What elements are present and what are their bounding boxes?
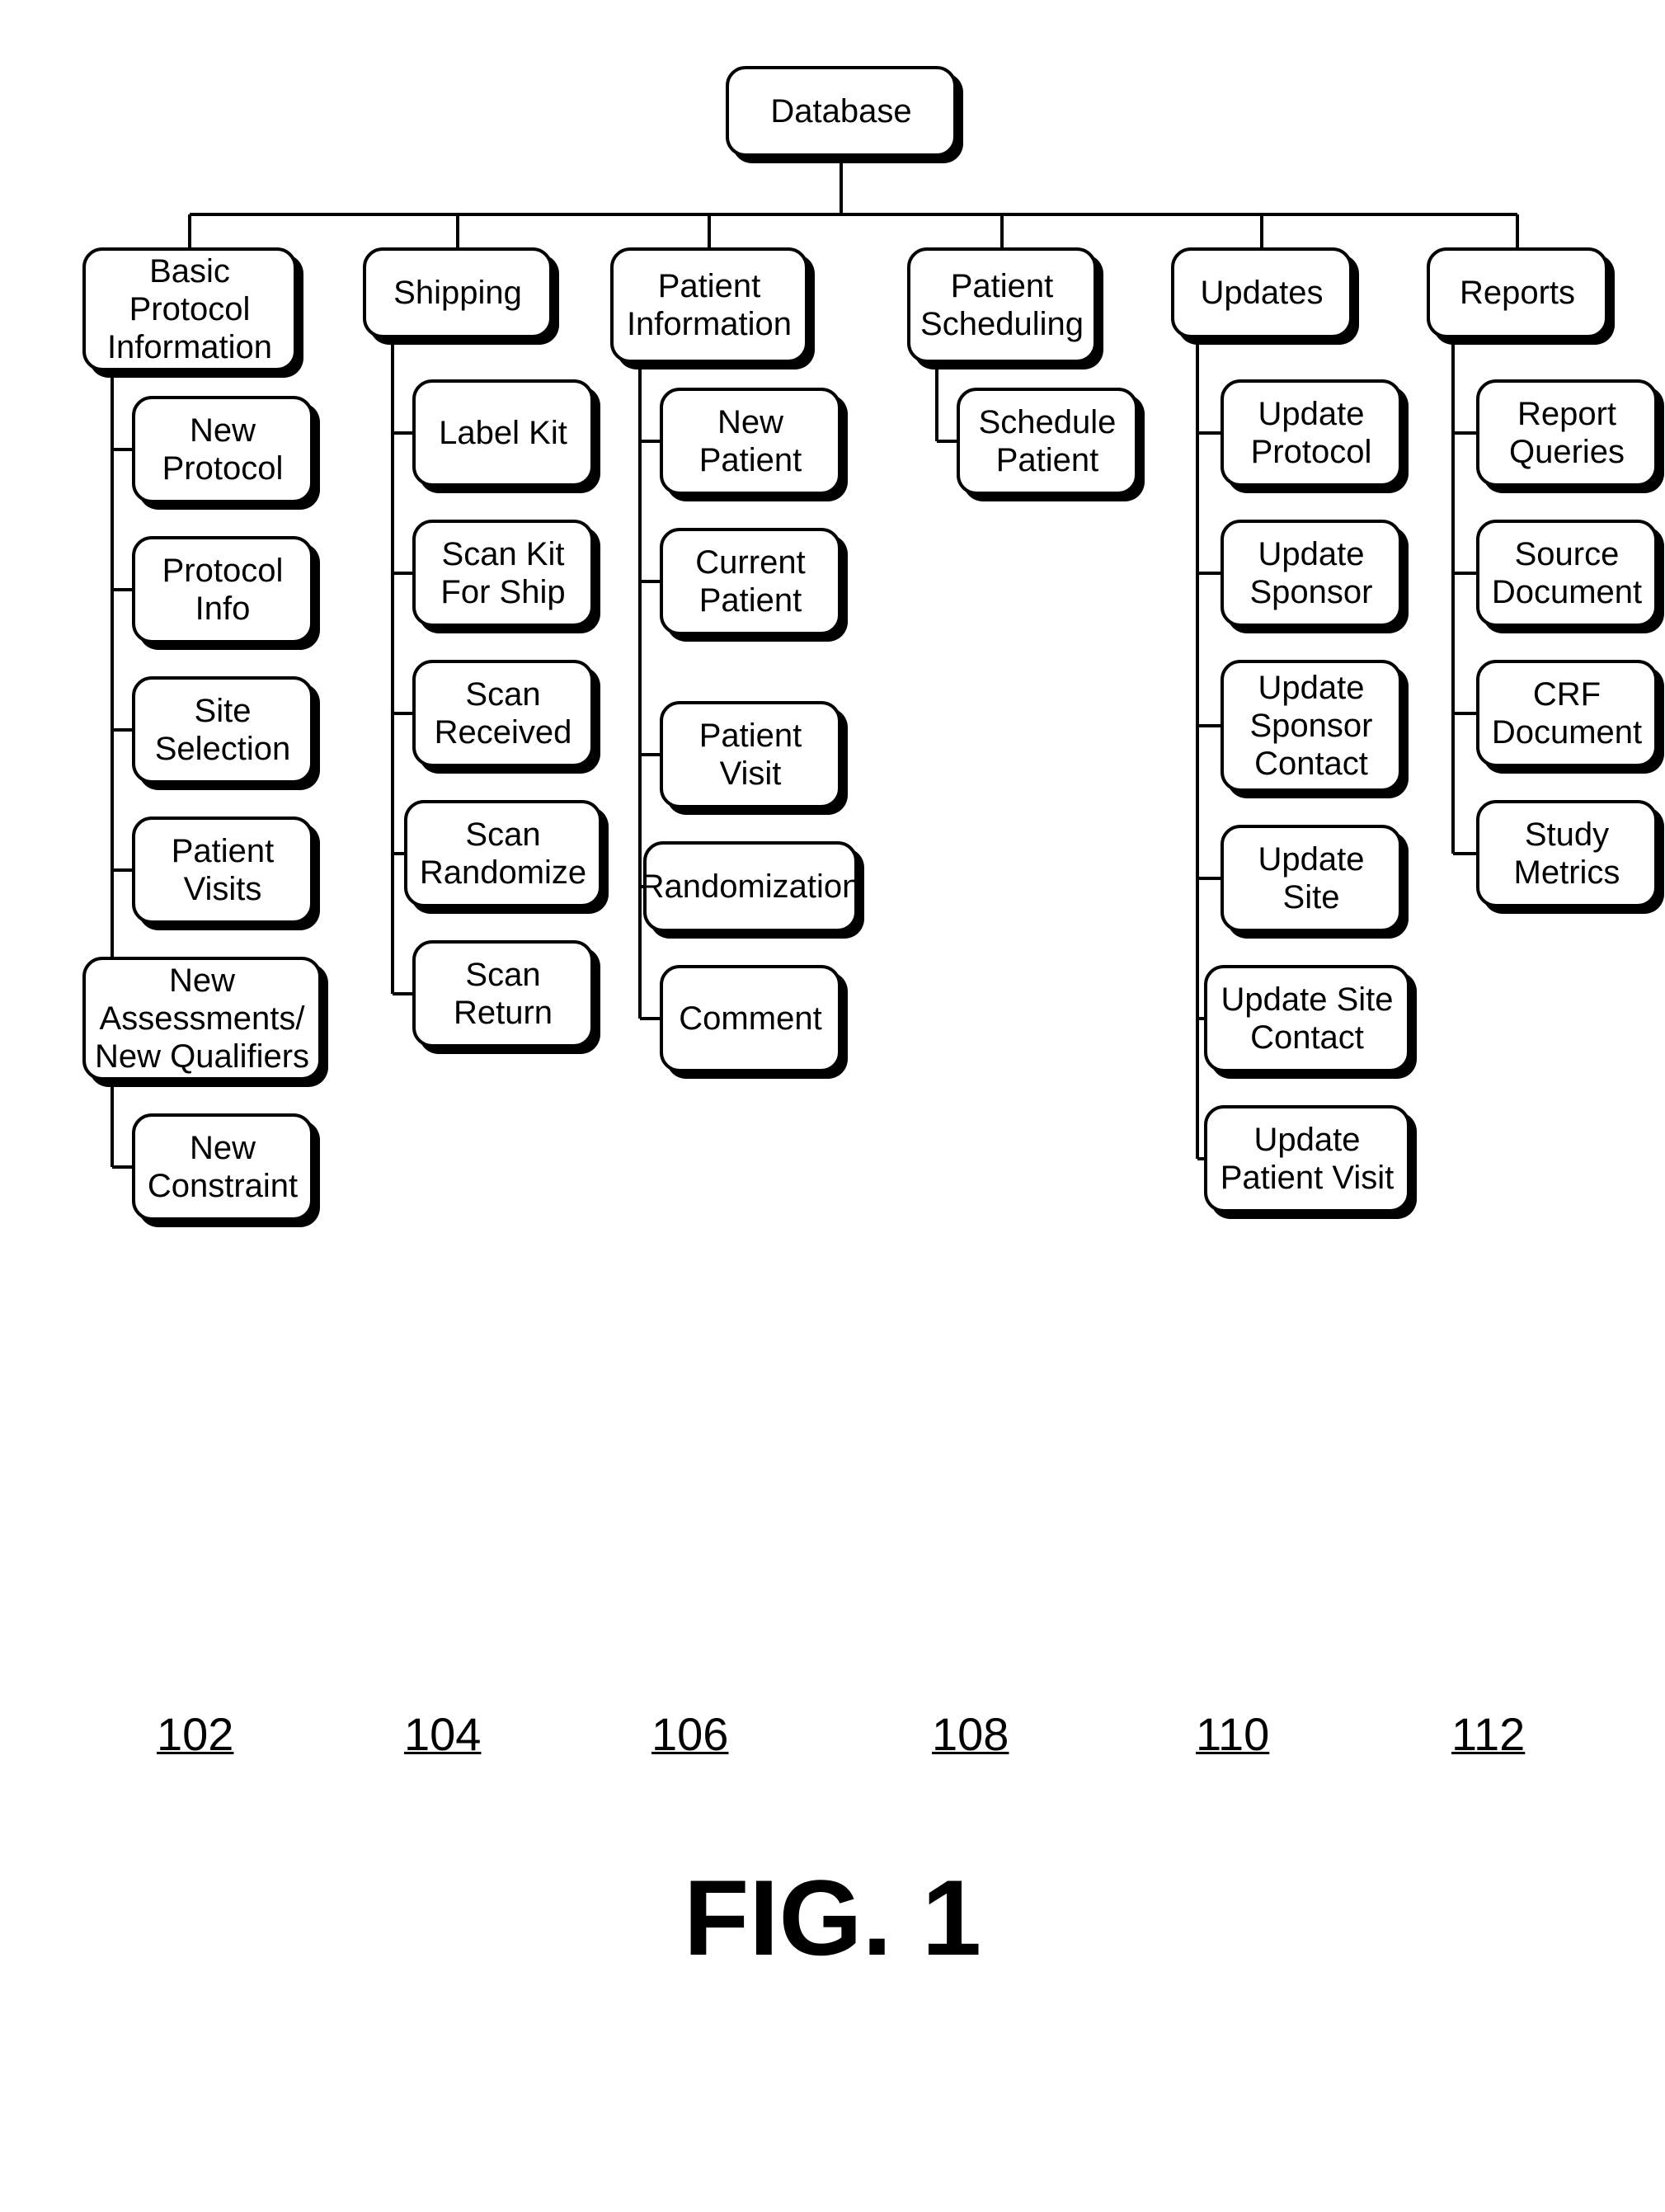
child-node-4-1: Update Sponsor: [1221, 520, 1402, 627]
child-node-1-0: Label Kit: [412, 379, 594, 487]
column-header-5: Reports: [1427, 247, 1608, 338]
ref-number-112: 112: [1451, 1707, 1525, 1761]
child-node-4-0: Update Protocol: [1221, 379, 1402, 487]
child-node-5-2: CRF Document: [1476, 660, 1658, 767]
ref-number-110: 110: [1196, 1707, 1269, 1761]
child-node-1-4: Scan Return: [412, 940, 594, 1047]
ref-number-102: 102: [157, 1707, 233, 1761]
child-node-3-0: Schedule Patient: [957, 388, 1138, 495]
ref-number-106: 106: [651, 1707, 728, 1761]
ref-number-104: 104: [404, 1707, 481, 1761]
child-node-1-1: Scan Kit For Ship: [412, 520, 594, 627]
child-node-0-5: New Constraint: [132, 1113, 313, 1221]
child-node-5-1: Source Document: [1476, 520, 1658, 627]
figure-label: FIG. 1: [684, 1856, 981, 1979]
child-node-4-5: Update Patient Visit: [1204, 1105, 1410, 1212]
ref-number-108: 108: [932, 1707, 1009, 1761]
child-node-1-2: Scan Received: [412, 660, 594, 767]
child-node-0-4: New Assessments/ New Qualifiers: [82, 957, 322, 1080]
child-node-5-0: Report Queries: [1476, 379, 1658, 487]
child-node-2-1: Current Patient: [660, 528, 841, 635]
child-node-4-3: Update Site: [1221, 825, 1402, 932]
child-node-0-0: New Protocol: [132, 396, 313, 503]
root-node: Database: [726, 66, 957, 157]
column-header-2: Patient Information: [610, 247, 808, 363]
column-header-1: Shipping: [363, 247, 553, 338]
column-header-3: Patient Scheduling: [907, 247, 1097, 363]
child-node-4-4: Update Site Contact: [1204, 965, 1410, 1072]
child-node-0-1: Protocol Info: [132, 536, 313, 643]
child-node-0-3: Patient Visits: [132, 817, 313, 924]
child-node-2-0: New Patient: [660, 388, 841, 495]
column-header-0: Basic Protocol Information: [82, 247, 297, 371]
child-node-2-3: Randomization: [643, 841, 858, 932]
child-node-5-3: Study Metrics: [1476, 800, 1658, 907]
child-node-1-3: Scan Randomize: [404, 800, 602, 907]
child-node-2-2: Patient Visit: [660, 701, 841, 808]
column-header-4: Updates: [1171, 247, 1352, 338]
child-node-0-2: Site Selection: [132, 676, 313, 784]
child-node-4-2: Update Sponsor Contact: [1221, 660, 1402, 792]
child-node-2-4: Comment: [660, 965, 841, 1072]
